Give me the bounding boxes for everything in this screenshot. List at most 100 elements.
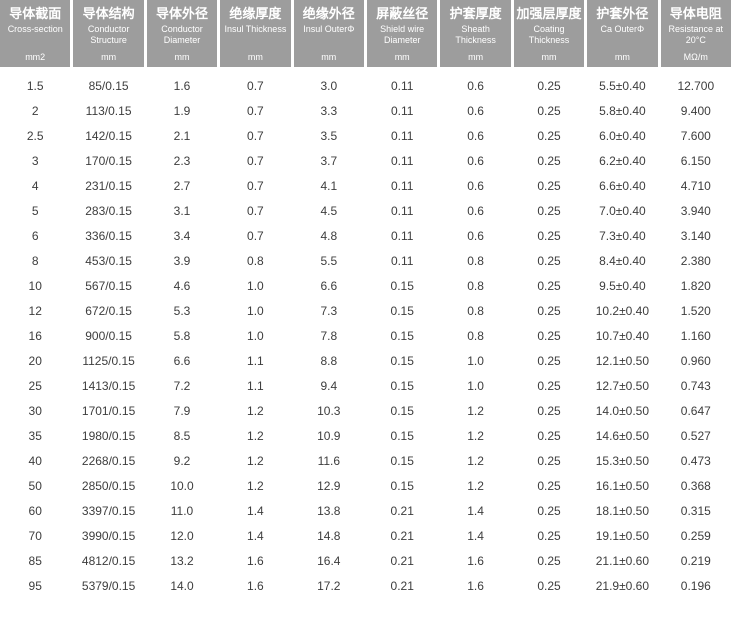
table-cell: 21.9±0.60 <box>595 578 650 593</box>
table-cell: 0.368 <box>680 478 711 493</box>
table-cell: 4.710 <box>680 178 711 193</box>
table-cell: 0.25 <box>537 403 561 418</box>
table-cell: 3 <box>31 153 39 168</box>
column-header-zh: 导体结构 <box>82 6 135 21</box>
table-cell: 1.2 <box>467 478 484 493</box>
column-header-zh: 导体电阻 <box>669 6 722 21</box>
table-cell: 1.0 <box>467 378 484 393</box>
column-header-2: 导体外径 Conductor Diameter mm <box>146 0 218 67</box>
table-cell: 0.15 <box>390 478 414 493</box>
table-cell: 3397/0.15 <box>81 503 136 518</box>
table-cell: 0.15 <box>390 403 414 418</box>
table-cell: 0.25 <box>537 528 561 543</box>
table-cell: 4 <box>31 178 39 193</box>
table-cell: 3.4 <box>173 228 191 243</box>
table-cell: 0.7 <box>247 203 264 218</box>
table-cell: 0.7 <box>247 178 264 193</box>
table-cell: 14.0±0.50 <box>595 403 650 418</box>
table-cell: 1413/0.15 <box>81 378 136 393</box>
table-cell: 1.6 <box>247 578 264 593</box>
table-cell: 0.6 <box>467 178 484 193</box>
table-cell: 9.5±0.40 <box>599 278 646 293</box>
table-cell: 1125/0.15 <box>82 353 135 368</box>
column-header-en: Conductor Diameter <box>161 24 203 46</box>
table-cell: 142/0.15 <box>85 128 132 143</box>
table-cell: 9.2 <box>173 453 191 468</box>
table-cell: 1.160 <box>680 328 711 343</box>
table-row: 10 567/0.15 4.6 1.0 6.6 0.15 0.8 0.25 9.5±0.40 1.… <box>0 273 731 298</box>
table-cell: 0.11 <box>390 153 414 168</box>
table-cell: 336/0.15 <box>85 228 132 243</box>
table-cell: 14.6±0.50 <box>595 428 650 443</box>
table-cell: 0.21 <box>390 553 414 568</box>
table-cell: 0.8 <box>467 278 484 293</box>
table-cell: 10.7±0.40 <box>595 328 650 343</box>
table-cell: 8.5 <box>173 428 191 443</box>
table-cell: 3990/0.15 <box>81 528 136 543</box>
table-cell: 0.25 <box>537 128 561 143</box>
table-cell: 85/0.15 <box>88 78 129 93</box>
table-cell: 0.6 <box>467 78 484 93</box>
table-cell: 12 <box>28 303 42 318</box>
table-cell: 16 <box>28 328 42 343</box>
table-cell: 1.2 <box>247 403 264 418</box>
table-cell: 7.9 <box>173 403 191 418</box>
table-cell: 3.5 <box>320 128 338 143</box>
column-header-en: Ca OuterΦ <box>600 24 645 35</box>
table-cell: 8.4±0.40 <box>599 253 646 268</box>
column-header-en: Conductor Structure <box>87 24 130 46</box>
table-cell: 0.25 <box>537 453 561 468</box>
table-cell: 12.1±0.50 <box>595 353 650 368</box>
table-cell: 1.2 <box>467 403 484 418</box>
table-cell: 11.0 <box>170 503 194 518</box>
table-cell: 9.400 <box>680 103 711 118</box>
table-cell: 0.11 <box>390 203 414 218</box>
table-cell: 0.25 <box>537 103 561 118</box>
table-cell: 1.1 <box>247 353 264 368</box>
table-cell: 1.4 <box>247 528 264 543</box>
column-header-9: 导体电阻 Resistance at 20°C MΩ/m <box>660 0 731 67</box>
table-cell: 0.25 <box>537 578 561 593</box>
table-cell: 0.25 <box>537 153 561 168</box>
table-cell: 0.8 <box>247 253 264 268</box>
table-cell: 0.8 <box>467 253 484 268</box>
table-cell: 0.25 <box>537 503 561 518</box>
column-header-zh: 护套厚度 <box>449 6 502 21</box>
table-cell: 12.700 <box>677 78 715 93</box>
table-cell: 19.1±0.50 <box>595 528 650 543</box>
table-cell: 6.6 <box>173 353 191 368</box>
table-cell: 30 <box>28 403 42 418</box>
table-cell: 7.3 <box>320 303 338 318</box>
table-cell: 0.219 <box>680 553 711 568</box>
table-cell: 3.3 <box>320 103 338 118</box>
table-cell: 0.11 <box>390 228 414 243</box>
table-cell: 4.1 <box>320 178 338 193</box>
table-cell: 113/0.15 <box>85 103 132 118</box>
table-cell: 10 <box>28 278 42 293</box>
table-cell: 0.8 <box>467 303 484 318</box>
table-cell: 6.6±0.40 <box>599 178 646 193</box>
table-cell: 5.5±0.40 <box>599 78 646 93</box>
table-cell: 14.8 <box>317 528 341 543</box>
table-cell: 12.9 <box>317 478 341 493</box>
table-cell: 95 <box>28 578 42 593</box>
table-cell: 10.3 <box>317 403 341 418</box>
table-cell: 7.3±0.40 <box>599 228 646 243</box>
table-cell: 0.11 <box>390 78 414 93</box>
table-cell: 1.4 <box>247 503 264 518</box>
table-cell: 0.11 <box>390 128 414 143</box>
column-header-unit: mm <box>174 52 190 62</box>
table-cell: 10.9 <box>317 428 341 443</box>
table-cell: 1.4 <box>467 528 484 543</box>
table-cell: 70 <box>28 528 42 543</box>
table-row: 16 900/0.15 5.8 1.0 7.8 0.15 0.8 0.25 10.7±0.40 1… <box>0 323 731 348</box>
table-cell: 6.6 <box>320 278 338 293</box>
table-cell: 3.1 <box>173 203 191 218</box>
column-header-unit: mm <box>101 52 117 62</box>
table-cell: 0.25 <box>537 328 561 343</box>
table-cell: 0.25 <box>537 228 561 243</box>
column-header-unit: mm <box>321 52 337 62</box>
table-cell: 0.6 <box>467 228 484 243</box>
column-header-en: Insul OuterΦ <box>303 24 355 35</box>
